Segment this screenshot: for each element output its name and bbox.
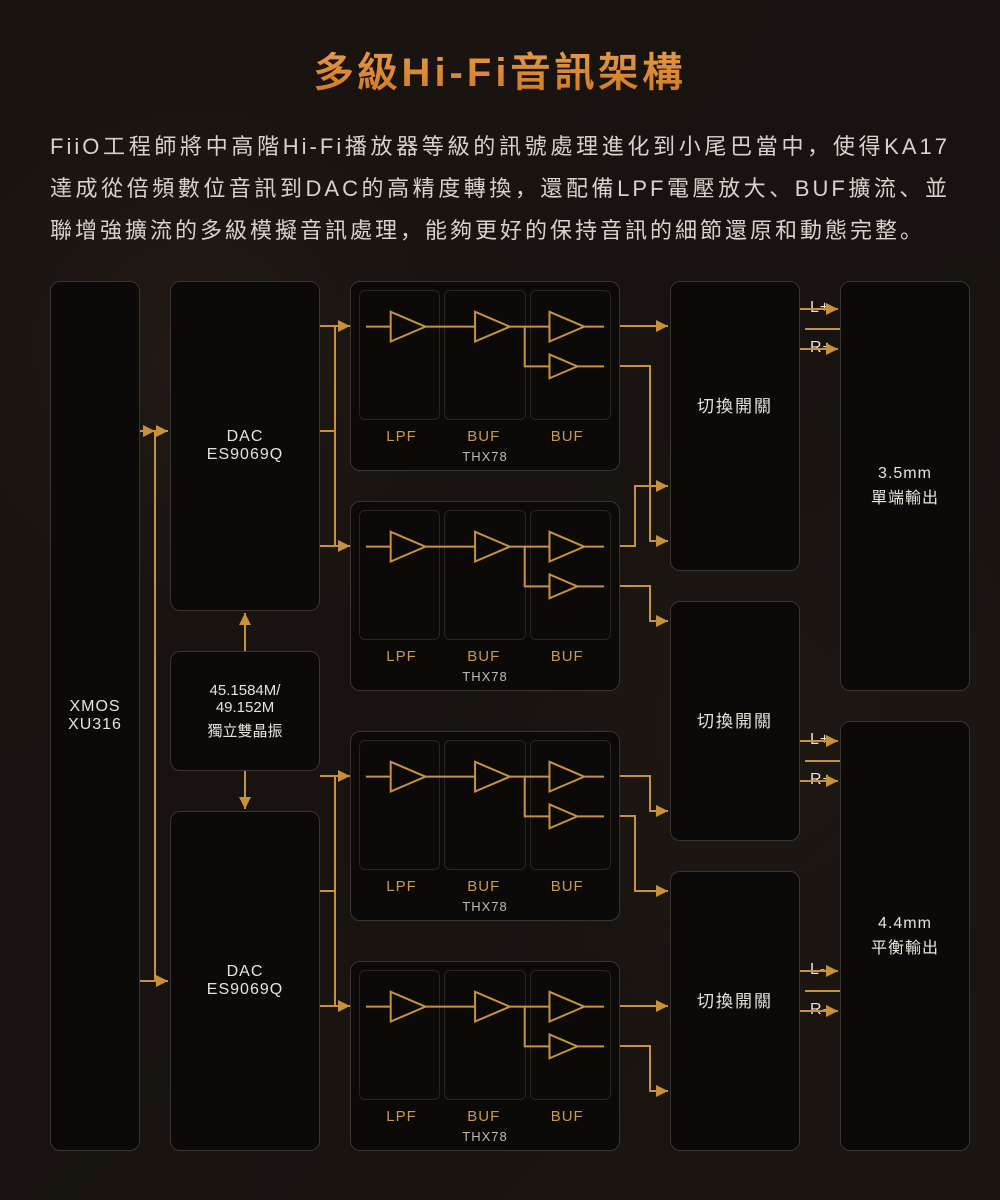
dac2-label-2: ES9069Q (207, 981, 283, 999)
thx4-buf2: BUF (551, 1108, 584, 1125)
thx4-buf1: BUF (467, 1108, 500, 1125)
block-dac-1: DAC ES9069Q (170, 281, 320, 611)
block-switch-3: 切換開關 (670, 871, 800, 1151)
description-text: FiiO工程師將中高階Hi-Fi播放器等級的訊號處理進化到小尾巴當中，使得KA1… (50, 126, 950, 251)
label-l-minus: L- (810, 961, 826, 979)
thx3-lpf: LPF (386, 878, 417, 895)
sw3-label: 切換開關 (697, 987, 773, 1012)
thx4-footer: THX78 (351, 1129, 619, 1150)
thx2-buf2: BUF (551, 648, 584, 665)
block-switch-1: 切換開關 (670, 281, 800, 571)
sw2-label: 切換開關 (697, 707, 773, 732)
out1-line1: 3.5mm (878, 461, 932, 487)
label-r-plus-1: R+ (810, 339, 833, 357)
block-dac-2: DAC ES9069Q (170, 811, 320, 1151)
thx2-lpf: LPF (386, 648, 417, 665)
thx1-footer: THX78 (351, 449, 619, 470)
thx3-footer: THX78 (351, 899, 619, 920)
thx3-buf1: BUF (467, 878, 500, 895)
label-l-plus-2: L+ (810, 731, 830, 749)
thx2-footer: THX78 (351, 669, 619, 690)
block-switch-2: 切換開關 (670, 601, 800, 841)
block-oscillator: 45.1584M/ 49.152M 獨立雙晶振 (170, 651, 320, 771)
thx1-buf1: BUF (467, 428, 500, 445)
thx3-buf2: BUF (551, 878, 584, 895)
label-r-plus-2: R+ (810, 771, 833, 789)
page-title: 多級Hi-Fi音訊架構 (50, 40, 950, 98)
dac2-label-1: DAC (227, 963, 264, 981)
dac1-label-2: ES9069Q (207, 446, 283, 464)
thx1-lpf: LPF (386, 428, 417, 445)
block-output-4-4mm: 4.4mm 平衡輸出 (840, 721, 970, 1151)
block-thx-2: LPF BUF BUF THX78 (350, 501, 620, 691)
osc-line3: 獨立雙晶振 (207, 720, 282, 741)
out2-line1: 4.4mm (878, 911, 932, 937)
block-xmos: XMOS XU316 (50, 281, 140, 1151)
xmos-label-2: XU316 (68, 716, 122, 734)
osc-line2: 49.152M (216, 699, 274, 716)
thx4-lpf: LPF (386, 1108, 417, 1125)
out2-line2: 平衡輸出 (871, 936, 939, 962)
thx1-buf2: BUF (551, 428, 584, 445)
block-thx-4: LPF BUF BUF THX78 (350, 961, 620, 1151)
block-thx-3: LPF BUF BUF THX78 (350, 731, 620, 921)
dac1-label-1: DAC (227, 428, 264, 446)
sw1-label: 切換開關 (697, 392, 773, 417)
xmos-label-1: XMOS (69, 698, 120, 716)
label-l-plus-1: L+ (810, 299, 830, 317)
thx2-buf1: BUF (467, 648, 500, 665)
signal-flow-diagram: XMOS XU316 45.1584M/ 49.152M 獨立雙晶振 DAC E… (50, 281, 970, 1151)
out1-line2: 單端輸出 (871, 486, 939, 512)
label-r-minus: R- (810, 1001, 829, 1019)
osc-line1: 45.1584M/ (210, 682, 281, 699)
block-thx-1: LPF BUF BUF THX78 (350, 281, 620, 471)
block-output-3-5mm: 3.5mm 單端輸出 (840, 281, 970, 691)
